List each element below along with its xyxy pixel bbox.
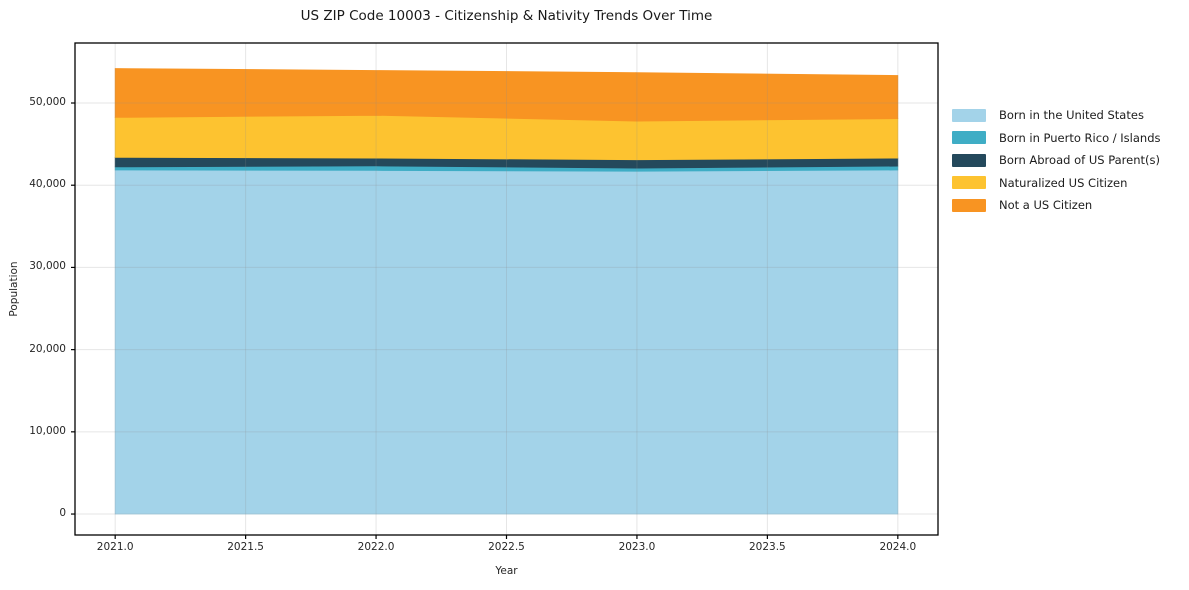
x-tick-label: 2021.5 (227, 541, 264, 553)
legend-swatch-born-us (952, 108, 986, 122)
x-tick-label: 2021.0 (96, 541, 134, 553)
legend-label: Not a US Citizen (999, 198, 1093, 213)
legend-swatch-born-abroad (952, 153, 986, 167)
x-tick-label: 2022.0 (357, 541, 395, 553)
legend-label: Born Abroad of US Parent(s) (999, 153, 1160, 168)
y-tick-label: 50,000 (29, 96, 66, 108)
legend-label: Born in Puerto Rico / Islands (999, 130, 1161, 145)
legend-item: Not a US Citizen (952, 194, 1161, 217)
legend-swatch-not-citizen (952, 198, 986, 212)
y-tick-label: 40,000 (29, 178, 66, 191)
chart-title: US ZIP Code 10003 - Citizenship & Nativi… (300, 8, 713, 24)
legend-item: Born in Puerto Rico / Islands (952, 127, 1161, 150)
legend-item: Born in the United States (952, 104, 1161, 127)
legend: Born in the United States Born in Puerto… (952, 104, 1161, 217)
x-axis-label: Year (495, 565, 518, 577)
x-tick-label: 2023.0 (618, 541, 656, 553)
legend-item: Naturalized US Citizen (952, 172, 1161, 195)
legend-label: Naturalized US Citizen (999, 175, 1128, 190)
legend-item: Born Abroad of US Parent(s) (952, 149, 1161, 172)
x-tick-label: 2024.0 (879, 541, 917, 553)
y-tick-label: 30,000 (29, 260, 66, 273)
legend-label: Born in the United States (999, 108, 1144, 123)
legend-swatch-naturalized (952, 176, 986, 190)
legend-swatch-puerto-rico (952, 131, 986, 145)
y-tick-label: 10,000 (29, 424, 66, 437)
y-tick-label: 20,000 (29, 342, 66, 355)
x-tick-label: 2022.5 (488, 541, 525, 553)
y-tick-label: 0 (59, 507, 66, 520)
x-tick-label: 2023.5 (749, 541, 786, 553)
